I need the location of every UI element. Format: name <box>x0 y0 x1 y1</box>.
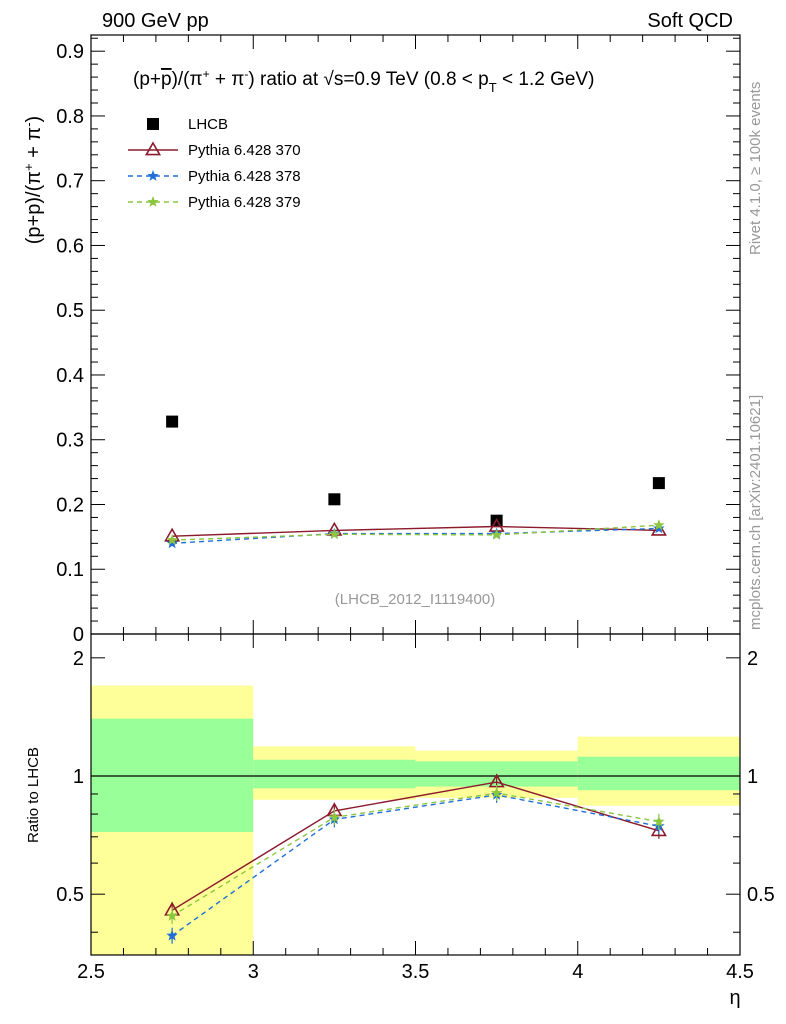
ratio-point-2-2 <box>490 787 503 798</box>
legend-item: Pythia 6.428 378 <box>128 168 301 185</box>
legend-label: Pythia 6.428 378 <box>188 168 301 185</box>
y-tick-label: 0.7 <box>56 171 84 193</box>
main-plot-area: 0 0.1 0.2 0.3 0.4 0.5 0.6 0.7 0.8 0.9 LHCB Pythia 6… <box>56 34 741 646</box>
legend-marker <box>147 196 159 207</box>
ratio-y-tick-label: 0.5 <box>56 884 84 906</box>
y-tick-label: 0 <box>73 624 84 646</box>
data-point-3-3 <box>653 519 665 531</box>
data-point-0-3 <box>652 477 665 490</box>
legend: LHCB Pythia 6.428 370 Pythia 6.428 378 Pyth… <box>128 116 301 211</box>
series-line-3 <box>172 524 659 541</box>
mcplots-label: mcplots.cern.ch [arXiv:2401.10621] <box>747 395 764 630</box>
ratio-point-1-0 <box>166 929 178 941</box>
series-line-2 <box>172 527 659 545</box>
y-tick-label: 0.5 <box>56 300 84 322</box>
ratio-line-2 <box>171 792 659 917</box>
ratio-y-tick-label: 2 <box>73 648 84 670</box>
data-point-3-2 <box>490 528 503 540</box>
ratio-line-1 <box>171 794 660 937</box>
data-point-0-1 <box>328 493 341 506</box>
ratio-line-0 <box>171 781 660 911</box>
ratio-y-tick-label-right: 2 <box>747 648 758 670</box>
ratio-point-2-0 <box>166 910 178 921</box>
data-point-0-0 <box>166 415 179 428</box>
x-tick-label: 3.5 <box>402 961 430 983</box>
ratio-point-2-1 <box>328 811 341 823</box>
category-label: Soft QCD <box>647 10 733 32</box>
legend-marker <box>147 118 159 130</box>
y-tick-label: 0.8 <box>56 106 84 128</box>
plot-title: (p+p)/(π+ + π-) ratio at √s=0.9 TeV (0.8… <box>133 67 594 95</box>
energy-label: 900 GeV pp <box>102 10 209 32</box>
legend-label: Pythia 6.428 370 <box>188 142 301 159</box>
data-point-2-0 <box>166 537 178 549</box>
stat-uncertainty-band <box>91 718 254 833</box>
data-point-1-3 <box>650 521 667 536</box>
legend-item: Pythia 6.428 370 <box>128 141 301 159</box>
x-tick-label: 4.5 <box>726 961 754 983</box>
legend-label: Pythia 6.428 379 <box>188 194 301 211</box>
x-tick-label: 2.5 <box>77 961 105 983</box>
data-point-3-0 <box>166 534 178 545</box>
y-tick-label: 0.1 <box>56 559 84 581</box>
y-tick-label: 0.2 <box>56 494 84 516</box>
series-line-1 <box>172 525 659 537</box>
ratio-ylabel: Ratio to LHCB <box>25 747 42 843</box>
rivet-label: Rivet 4.1.0, ≥ 100k events <box>747 82 764 255</box>
y-tick-label: 0.4 <box>56 365 84 387</box>
legend-item: LHCB <box>147 116 228 133</box>
main-ylabel: (p+p)/(π+ + π-) <box>21 116 45 244</box>
ratio-y-tick-label: 1 <box>73 766 84 788</box>
ratio-y-tick-label-right: 0.5 <box>747 884 775 906</box>
stat-uncertainty-band <box>577 756 740 791</box>
ratio-point-2-3 <box>653 815 665 827</box>
x-axis-label: η <box>729 987 740 1009</box>
legend-marker <box>147 170 159 181</box>
ratio-plot-area: 2.5 3 3.5 4 4.5 0.5 0.5 1 1 2 2 <box>56 633 775 983</box>
y-tick-label: 0.3 <box>56 430 84 452</box>
data-point-2-3 <box>653 522 665 534</box>
y-tick-label: 0.9 <box>56 41 84 63</box>
x-tick-label: 4 <box>572 961 583 983</box>
legend-item: Pythia 6.428 379 <box>128 194 301 211</box>
stat-uncertainty-band <box>253 759 416 789</box>
legend-marker <box>144 141 162 156</box>
analysis-id: (LHCB_2012_I1119400) <box>335 591 495 608</box>
y-tick-label: 0.6 <box>56 235 84 257</box>
ratio-point-0-3 <box>650 822 667 837</box>
data-point-3-1 <box>328 528 341 540</box>
ratio-y-tick-label-right: 1 <box>747 766 758 788</box>
x-tick-label: 3 <box>248 961 259 983</box>
legend-label: LHCB <box>188 116 228 133</box>
